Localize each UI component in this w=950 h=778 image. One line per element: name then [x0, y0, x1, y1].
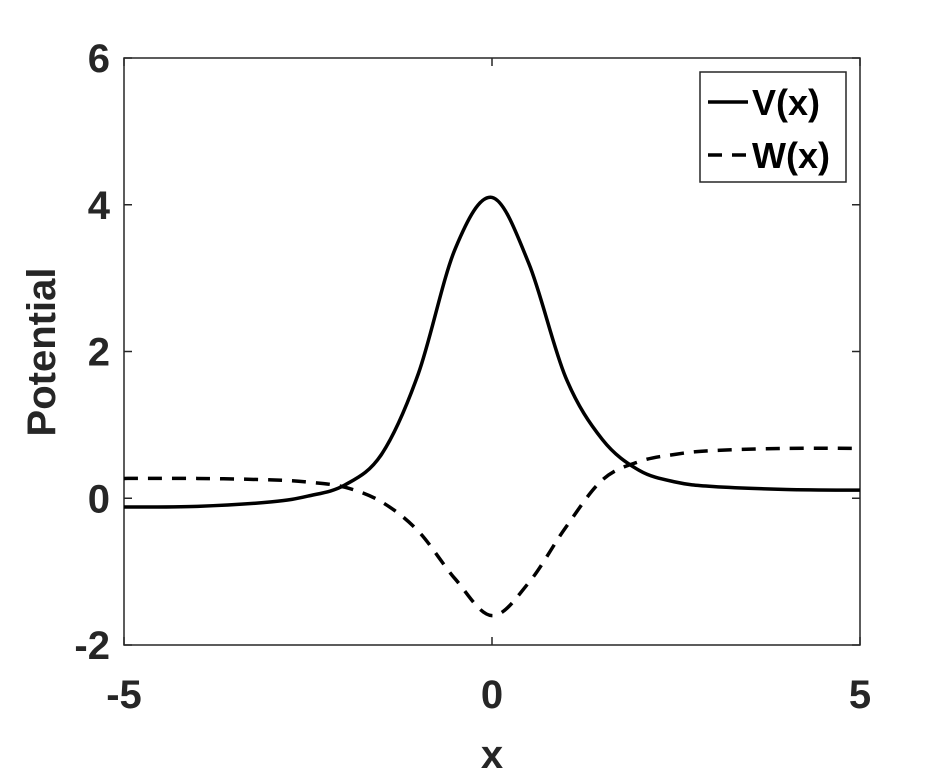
- legend: V(x) W(x): [699, 71, 847, 183]
- legend-box: [699, 71, 847, 183]
- series-layer: [123, 195, 861, 618]
- legend-label-w: W(x): [752, 135, 830, 176]
- x-axis-label: x: [481, 733, 503, 777]
- series-line-w: [123, 446, 861, 618]
- x-tick-label: -5: [106, 673, 142, 717]
- tick-marks: [123, 57, 861, 646]
- y-tick-label: 2: [88, 331, 110, 375]
- y-tick-labels: -2 0 2 4 6: [74, 37, 110, 668]
- x-tick-labels: -5 0 5: [106, 673, 871, 717]
- y-tick-label: 0: [88, 477, 110, 521]
- x-tick-label: 5: [849, 673, 871, 717]
- y-tick-label: 4: [88, 184, 111, 228]
- y-tick-label: -2: [74, 624, 110, 668]
- x-tick-label: 0: [481, 673, 503, 717]
- legend-label-v: V(x): [752, 82, 820, 123]
- y-axis-label: Potential: [20, 268, 64, 437]
- y-tick-label: 6: [88, 37, 110, 81]
- series-line-v: [123, 195, 861, 509]
